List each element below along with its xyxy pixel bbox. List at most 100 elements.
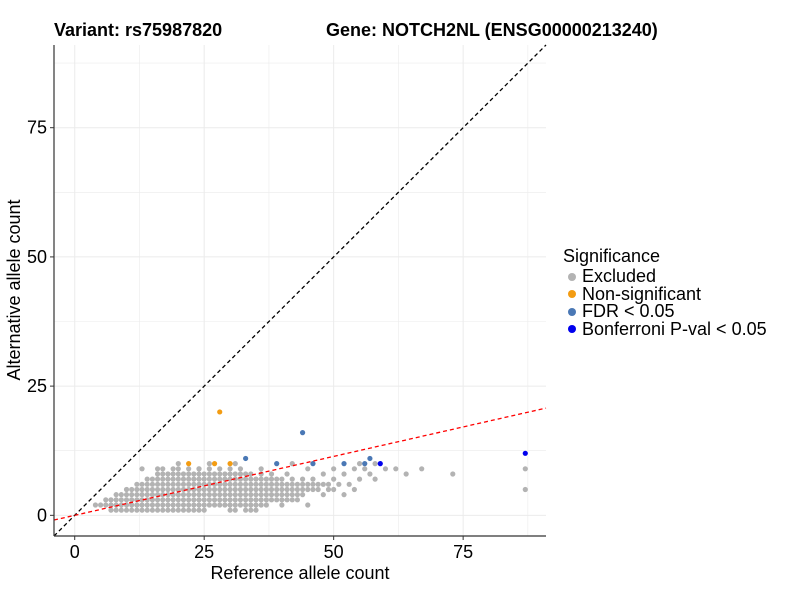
point-excluded <box>191 502 197 508</box>
point-excluded <box>346 481 352 487</box>
point-excluded <box>268 486 275 493</box>
point-excluded <box>103 497 109 503</box>
point-excluded <box>253 492 259 498</box>
legend-dot <box>568 272 576 281</box>
point-excluded <box>165 502 171 508</box>
reference-line-expected-ratio <box>53 407 547 521</box>
point-excluded <box>160 476 166 482</box>
point-excluded <box>279 481 285 487</box>
point-excluded <box>232 497 238 503</box>
point-excluded <box>294 486 301 493</box>
point-non-significant <box>227 461 233 467</box>
legend-item-non-significant: Non-significant <box>563 283 767 304</box>
point-excluded <box>175 507 181 513</box>
point-excluded <box>196 507 202 513</box>
point-excluded <box>341 471 347 477</box>
point-excluded <box>196 466 202 472</box>
point-excluded <box>232 507 238 513</box>
point-excluded <box>191 507 197 513</box>
point-excluded <box>248 481 254 487</box>
point-excluded <box>274 476 280 482</box>
point-excluded <box>284 497 290 503</box>
point-excluded <box>165 486 171 493</box>
point-excluded <box>243 497 249 503</box>
point-excluded <box>268 471 275 477</box>
point-excluded <box>134 492 140 498</box>
point-excluded <box>144 476 150 482</box>
point-excluded <box>180 481 187 487</box>
point-excluded <box>129 497 135 503</box>
point-fdr-0-05 <box>362 461 368 467</box>
x-tick-label: 0 <box>70 542 80 562</box>
point-excluded <box>289 481 295 487</box>
point-fdr-0-05 <box>243 455 249 462</box>
point-excluded <box>139 481 145 487</box>
point-excluded <box>331 486 337 493</box>
point-excluded <box>232 502 238 508</box>
point-excluded <box>103 502 109 508</box>
point-excluded <box>243 481 249 487</box>
point-excluded <box>222 502 228 508</box>
x-tick-label: 50 <box>324 542 344 562</box>
point-excluded <box>201 502 207 508</box>
point-excluded <box>299 492 306 498</box>
point-excluded <box>331 476 337 482</box>
point-excluded <box>248 476 254 482</box>
point-excluded <box>274 486 280 493</box>
point-excluded <box>299 481 306 487</box>
point-excluded <box>268 476 275 482</box>
legend-title: Significance <box>563 246 661 266</box>
point-excluded <box>211 481 218 487</box>
point-excluded <box>144 481 150 487</box>
point-excluded <box>227 466 233 472</box>
legend: Significance Excluded Non-significant FD… <box>563 246 767 339</box>
point-excluded <box>113 507 119 513</box>
point-excluded <box>217 492 223 498</box>
point-excluded <box>310 481 316 487</box>
point-excluded <box>237 497 244 503</box>
point-excluded <box>149 486 155 493</box>
legend-dot <box>568 307 576 316</box>
point-excluded <box>279 502 285 508</box>
point-excluded <box>154 502 161 508</box>
point-excluded <box>237 492 244 498</box>
point-excluded <box>206 486 212 493</box>
point-excluded <box>165 492 171 498</box>
point-excluded <box>139 466 145 472</box>
point-excluded <box>134 502 140 508</box>
point-excluded <box>217 502 223 508</box>
point-fdr-0-05 <box>274 461 280 467</box>
point-excluded <box>170 466 176 472</box>
point-excluded <box>134 486 140 493</box>
point-excluded <box>206 461 212 467</box>
point-excluded <box>129 507 135 513</box>
point-excluded <box>217 486 223 493</box>
point-excluded <box>279 497 285 503</box>
point-excluded <box>253 481 259 487</box>
point-excluded <box>180 497 187 503</box>
point-excluded <box>180 476 187 482</box>
point-excluded <box>419 466 425 472</box>
point-excluded <box>206 502 212 508</box>
point-excluded <box>180 471 187 477</box>
legend-item-fdr: FDR < 0.05 <box>563 301 767 321</box>
point-excluded <box>165 481 171 487</box>
point-excluded <box>243 502 249 508</box>
point-excluded <box>186 497 192 503</box>
tick-labels: 0 25 50 75 0 25 50 75 <box>27 118 473 562</box>
point-excluded <box>175 497 181 503</box>
point-excluded <box>165 497 171 503</box>
point-excluded <box>263 481 269 487</box>
legend-label: Non-significant <box>582 283 702 304</box>
y-tick-label: 25 <box>27 376 47 396</box>
point-excluded <box>258 481 264 487</box>
point-excluded <box>175 502 181 508</box>
point-excluded <box>154 497 161 503</box>
point-excluded <box>154 471 161 477</box>
point-excluded <box>248 492 254 498</box>
point-excluded <box>149 492 155 498</box>
point-excluded <box>243 507 249 513</box>
point-excluded <box>227 507 233 513</box>
point-excluded <box>180 502 187 508</box>
point-excluded <box>217 497 223 503</box>
